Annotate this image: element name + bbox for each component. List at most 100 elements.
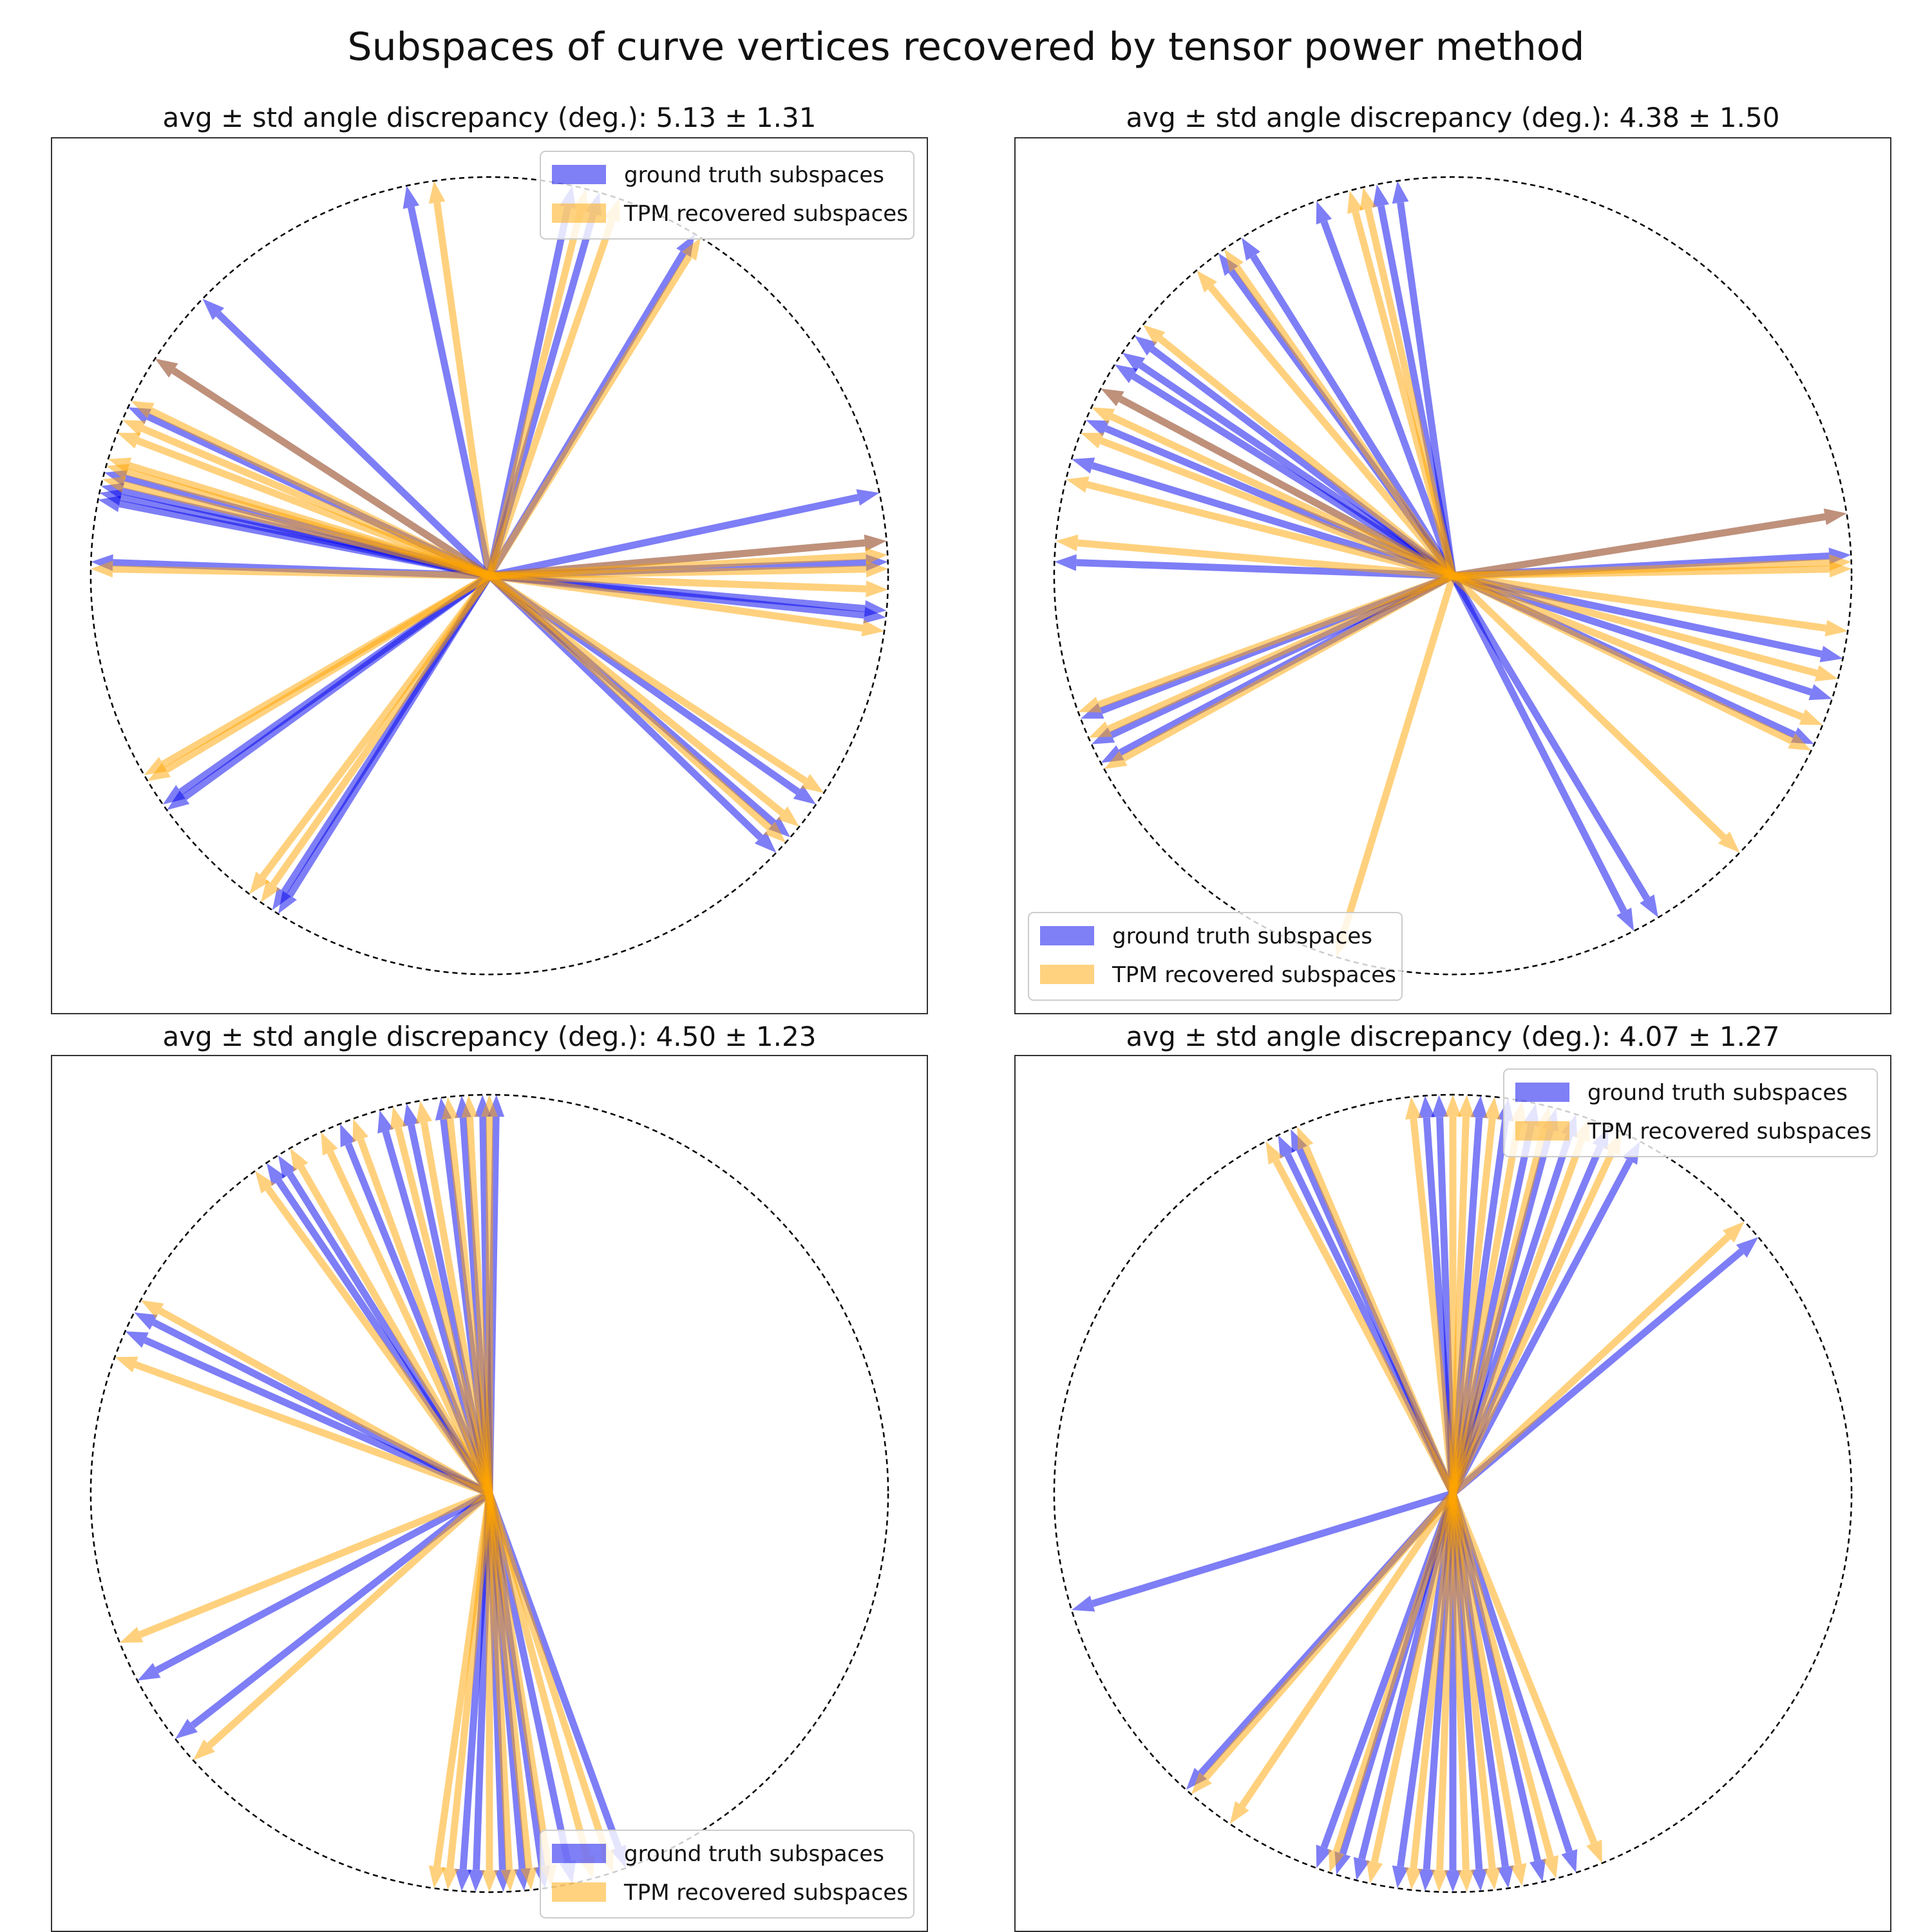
legend-ground-truth-swatch xyxy=(552,165,606,184)
recovered-arrow-11 xyxy=(1191,1491,1456,1795)
legend-ground-truth-label: ground truth subspaces xyxy=(624,1841,884,1867)
recovered-arrow-9 xyxy=(140,1300,491,1497)
recovered-arrow-18 xyxy=(1078,572,1454,713)
recovered-arrow-6 xyxy=(1081,433,1454,580)
ground-truth-arrow-21 xyxy=(167,573,492,810)
recovered-arrow-14 xyxy=(1451,572,1823,725)
panel-title-4: avg ± std angle discrepancy (deg.): 4.07… xyxy=(1126,1021,1780,1052)
legend-ground-truth-label: ground truth subspaces xyxy=(1587,1080,1848,1106)
recovered-arrow-7 xyxy=(290,1148,493,1495)
legend: ground truth subspaces TPM recovered subs… xyxy=(1028,912,1403,1001)
recovered-arrow-17 xyxy=(1449,1493,1475,1892)
panel-title-2: avg ± std angle discrepancy (deg.): 4.38… xyxy=(1126,102,1780,133)
recovered-arrow-7 xyxy=(1066,476,1454,580)
recovered-arrow-17 xyxy=(487,573,786,843)
recovered-arrow-3 xyxy=(1197,270,1456,578)
legend-recovered-swatch xyxy=(1515,1121,1569,1141)
recovered-arrow-8 xyxy=(1450,1221,1745,1497)
recovered-arrow-1 xyxy=(1347,191,1457,577)
legend-ground-truth-label: ground truth subspaces xyxy=(1112,923,1372,949)
recovered-arrow-18 xyxy=(1449,1493,1501,1890)
recovered-arrow-19 xyxy=(1088,572,1455,738)
subspace-plot-4: ground truth subspaces TPM recovered subs… xyxy=(1014,1055,1891,1932)
recovered-arrow-14 xyxy=(489,572,885,637)
recovered-arrow-20 xyxy=(1449,1492,1558,1879)
recovered-arrow-19 xyxy=(117,433,491,580)
ground-truth-arrow-12 xyxy=(175,1490,492,1739)
legend: ground truth subspaces TPM recovered subs… xyxy=(540,151,914,240)
recovered-arrow-14 xyxy=(441,1493,493,1890)
recovered-arrow-5 xyxy=(352,1119,493,1495)
legend-recovered-swatch xyxy=(552,204,606,223)
recovered-arrow-10 xyxy=(115,1356,491,1497)
recovered-arrow-21 xyxy=(1142,325,1455,579)
recovered-arrow-16 xyxy=(1431,1493,1457,1892)
recovered-arrow-12 xyxy=(489,535,887,580)
recovered-arrow-0 xyxy=(428,180,493,576)
recovered-arrow-13 xyxy=(489,572,888,598)
recovered-arrow-8 xyxy=(108,457,491,580)
legend: ground truth subspaces TPM recovered subs… xyxy=(1503,1068,1878,1157)
legend-recovered-label: TPM recovered subspaces xyxy=(1587,1119,1871,1144)
recovered-arrow-11 xyxy=(119,1490,491,1643)
recovered-arrow-8 xyxy=(255,1171,493,1496)
recovered-arrow-3 xyxy=(486,237,701,578)
vectors xyxy=(1054,180,1852,958)
recovered-arrow-9 xyxy=(1297,1126,1457,1495)
legend-ground-truth-swatch xyxy=(1040,926,1094,945)
recovered-arrow-10 xyxy=(1265,1141,1456,1495)
recovered-arrow-12 xyxy=(1452,572,1848,637)
ground-truth-arrow-15 xyxy=(1450,574,1658,918)
panel-title-1: avg ± std angle discrepancy (deg.): 5.13… xyxy=(162,102,817,133)
ground-truth-arrow-11 xyxy=(137,1490,491,1681)
legend-recovered-label: TPM recovered subspaces xyxy=(623,201,908,227)
recovered-arrow-15 xyxy=(1405,1493,1457,1890)
unit-circle xyxy=(90,176,889,976)
recovered-arrow-3 xyxy=(1449,1097,1501,1494)
recovered-arrow-15 xyxy=(1451,573,1812,751)
recovered-arrow-3 xyxy=(415,1101,493,1494)
recovered-arrow-0 xyxy=(1405,1097,1457,1494)
recovered-arrow-2 xyxy=(1449,1095,1475,1494)
ground-truth-arrow-2 xyxy=(1392,180,1457,576)
recovered-arrow-9 xyxy=(1452,508,1847,580)
legend-ground-truth-swatch xyxy=(1515,1083,1569,1102)
recovered-arrow-19 xyxy=(1449,1493,1527,1886)
recovered-arrow-9 xyxy=(91,560,490,580)
vectors xyxy=(1071,1094,1759,1893)
recovered-arrow-4 xyxy=(390,1106,493,1495)
legend-ground-truth-label: ground truth subspaces xyxy=(624,162,884,188)
figure-title: Subspaces of curve vertices recovered by… xyxy=(347,24,1585,70)
recovered-arrow-18 xyxy=(131,401,491,579)
recovered-arrow-6 xyxy=(321,1132,493,1495)
ground-truth-arrow-0 xyxy=(402,185,493,577)
recovered-arrow-11 xyxy=(1452,560,1852,580)
recovered-arrow-13 xyxy=(1452,572,1838,681)
legend-recovered-label: TPM recovered subspaces xyxy=(1112,962,1396,988)
subspace-plot-1: ground truth subspaces TPM recovered subs… xyxy=(51,137,928,1014)
vectors xyxy=(115,1094,627,1893)
legend-recovered-swatch xyxy=(552,1882,606,1902)
recovered-arrow-2 xyxy=(441,1097,493,1494)
legend-recovered-label: TPM recovered subspaces xyxy=(623,1880,908,1906)
ground-truth-arrow-11 xyxy=(488,489,880,580)
vectors xyxy=(91,180,888,914)
recovered-arrow-14 xyxy=(1366,1492,1457,1884)
recovered-arrow-20 xyxy=(1104,573,1455,770)
ground-truth-arrow-16 xyxy=(1450,574,1634,931)
ground-truth-arrow-0 xyxy=(1316,201,1457,577)
recovered-arrow-21 xyxy=(1449,1492,1602,1864)
recovered-arrow-13 xyxy=(1328,1492,1457,1873)
recovered-arrow-12 xyxy=(1229,1491,1456,1824)
recovered-arrow-8 xyxy=(1056,535,1454,580)
unit-circle xyxy=(1053,176,1853,976)
recovered-arrow-23 xyxy=(260,573,493,903)
legend: ground truth subspaces TPM recovered subs… xyxy=(540,1830,914,1918)
recovered-arrow-2 xyxy=(1224,249,1456,578)
panel-title-3: avg ± std angle discrepancy (deg.): 4.50… xyxy=(162,1021,817,1052)
ground-truth-arrow-10 xyxy=(125,1331,491,1497)
recovered-arrow-16 xyxy=(1450,573,1740,853)
ground-truth-arrow-12 xyxy=(1071,1490,1454,1612)
legend-recovered-swatch xyxy=(1040,965,1094,984)
recovered-arrow-15 xyxy=(488,573,824,793)
